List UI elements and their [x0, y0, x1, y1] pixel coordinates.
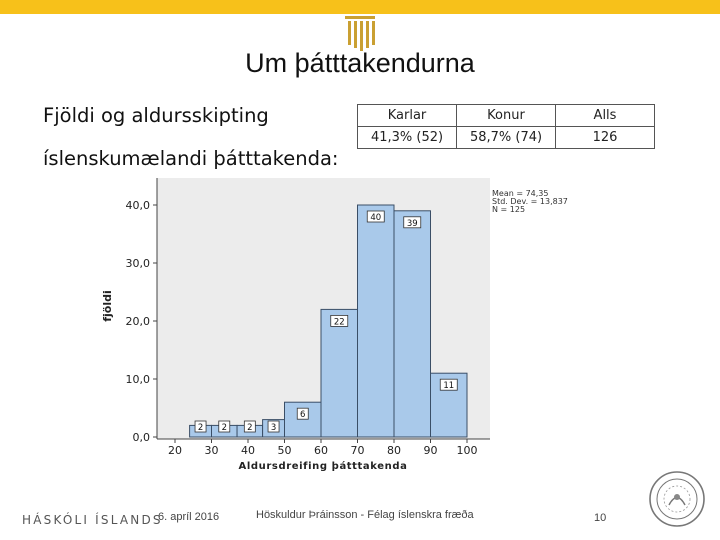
x-axis-label: Aldursdreifing þátttakenda — [239, 460, 408, 472]
top-accent-bar — [0, 0, 720, 14]
stats-line: Std. Dev. = 13,837 — [492, 197, 568, 206]
bar-label-box — [439, 378, 458, 391]
bar-value-label: 2 — [247, 423, 252, 433]
bar-label-box — [218, 420, 231, 433]
header-konur: Konur — [456, 104, 556, 127]
footer-author: Höskuldur Þráinsson - Félag íslenskra fr… — [256, 509, 474, 521]
university-logo-icon — [345, 16, 375, 51]
histogram-bar — [320, 308, 358, 438]
x-tick-label: 60 — [314, 444, 328, 457]
subtitle-line-2: íslenskumælandi þátttakenda: — [43, 147, 339, 170]
slide-subtitle: Fjöldi og aldursskipting íslenskumælandi… — [43, 94, 339, 180]
university-seal-icon — [649, 471, 705, 527]
subtitle-line-1: Fjöldi og aldursskipting — [43, 104, 269, 127]
y-axis-label: fjöldi — [101, 290, 114, 322]
footer-date: 6. apríl 2016 — [158, 511, 220, 523]
bar-label-box — [243, 420, 256, 433]
header-karlar: Karlar — [357, 104, 457, 127]
x-tick-label: 100 — [457, 444, 478, 457]
x-tick-label: 30 — [205, 444, 219, 457]
y-tick-label: 10,0 — [126, 373, 151, 386]
footer-brand: HÁSKÓLI ÍSLANDS — [22, 513, 163, 527]
stats-line: Mean = 74,35 — [492, 189, 549, 198]
bar-value-label: 39 — [407, 219, 418, 229]
bar-value-label: 11 — [443, 381, 454, 391]
histogram-bar — [393, 210, 431, 438]
histogram-bar — [357, 204, 395, 438]
y-tick-label: 20,0 — [126, 315, 151, 328]
bar-value-label: 40 — [370, 213, 381, 223]
bar-value-label: 6 — [300, 410, 305, 420]
gender-summary-table: Karlar Konur Alls 41,3% (52) 58,7% (74) … — [357, 104, 655, 149]
x-tick-label: 20 — [168, 444, 182, 457]
header-alls: Alls — [555, 104, 655, 127]
bar-label-box — [330, 314, 349, 327]
y-tick-label: 30,0 — [126, 257, 151, 270]
bar-value-label: 2 — [222, 423, 227, 433]
value-alls: 126 — [555, 126, 655, 149]
y-tick-label: 40,0 — [126, 199, 151, 212]
slide-title: Um þátttakendurna — [245, 48, 475, 78]
stats-line: N = 125 — [492, 205, 525, 214]
bar-label-box — [366, 210, 385, 223]
bar-label-box — [296, 407, 309, 420]
bar-value-label: 2 — [198, 423, 203, 433]
bar-value-label: 22 — [334, 317, 345, 327]
page-number: 10 — [594, 512, 607, 524]
y-tick-label: 0,0 — [133, 431, 151, 444]
bar-label-box — [403, 216, 422, 229]
x-tick-label: 40 — [241, 444, 255, 457]
x-tick-label: 50 — [278, 444, 292, 457]
bar-label-box — [194, 420, 207, 433]
x-tick-label: 80 — [387, 444, 401, 457]
x-tick-label: 70 — [351, 444, 365, 457]
value-karlar: 41,3% (52) — [357, 126, 457, 149]
table-row: 41,3% (52) 58,7% (74) 126 — [357, 126, 655, 149]
bar-value-label: 3 — [271, 423, 276, 433]
x-tick-label: 90 — [424, 444, 438, 457]
value-konur: 58,7% (74) — [456, 126, 556, 149]
table-header-row: Karlar Konur Alls — [357, 104, 655, 127]
bar-label-box — [267, 420, 280, 433]
